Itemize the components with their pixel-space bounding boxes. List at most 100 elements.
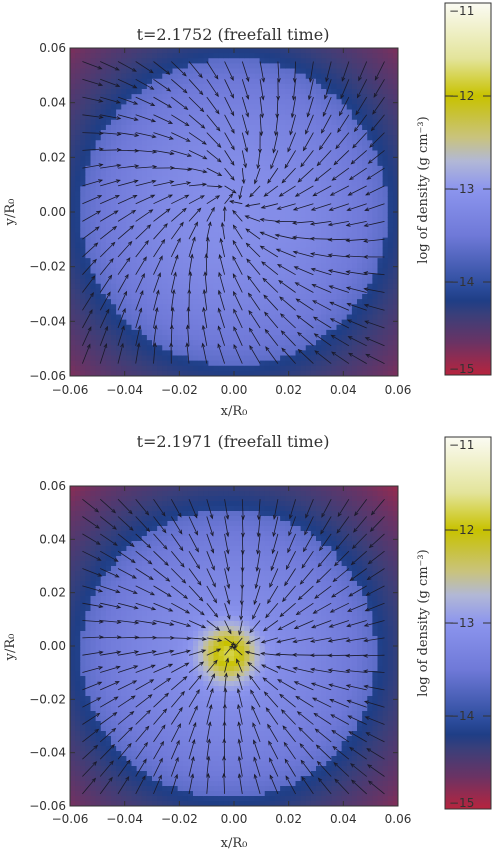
heatmap-cell bbox=[75, 776, 81, 782]
y-tick-label: 0.00 bbox=[39, 205, 66, 219]
heatmap-cell bbox=[372, 130, 378, 136]
heatmap-cell bbox=[131, 201, 138, 208]
heatmap-cell bbox=[362, 119, 368, 126]
heatmap-cell bbox=[336, 350, 343, 356]
heatmap-cell bbox=[218, 63, 225, 69]
heatmap-cell bbox=[100, 691, 107, 697]
velocity-arrow bbox=[327, 237, 349, 242]
heatmap-cell bbox=[182, 299, 189, 305]
heatmap-cell bbox=[351, 350, 358, 356]
heatmap-cell bbox=[331, 89, 337, 95]
heatmap-cell bbox=[85, 616, 91, 622]
heatmap-cell bbox=[187, 99, 194, 105]
heatmap-cell bbox=[70, 171, 76, 177]
heatmap-cell bbox=[136, 130, 143, 136]
heatmap-cell bbox=[126, 94, 132, 100]
heatmap-cell bbox=[90, 741, 97, 747]
velocity-arrow bbox=[295, 298, 314, 311]
heatmap-cell bbox=[121, 155, 127, 162]
heatmap-cell bbox=[264, 201, 271, 208]
heatmap-cell bbox=[157, 196, 163, 203]
heatmap-cell bbox=[126, 109, 132, 116]
heatmap-cell bbox=[75, 58, 81, 64]
heatmap-cell bbox=[316, 278, 322, 285]
heatmap-cell bbox=[321, 160, 327, 167]
heatmap-cell bbox=[259, 68, 266, 75]
heatmap-cell bbox=[218, 242, 225, 249]
heatmap-cell bbox=[157, 83, 163, 90]
heatmap-cell bbox=[228, 360, 235, 367]
heatmap-cell bbox=[100, 531, 107, 537]
heatmap-cell bbox=[167, 329, 173, 336]
heatmap-cell bbox=[310, 145, 317, 151]
heatmap-cell bbox=[280, 242, 286, 249]
heatmap-cell bbox=[182, 130, 189, 136]
velocity-arrow bbox=[82, 78, 104, 87]
heatmap-cell bbox=[203, 247, 209, 254]
heatmap-cell bbox=[367, 191, 373, 198]
heatmap-cell bbox=[285, 181, 291, 187]
heatmap-cell bbox=[95, 165, 102, 172]
heatmap-cell bbox=[208, 370, 214, 377]
heatmap-cell bbox=[321, 63, 327, 69]
heatmap-cell bbox=[331, 278, 337, 285]
heatmap-cell bbox=[367, 53, 373, 59]
heatmap-cell bbox=[321, 263, 327, 269]
heatmap-cell bbox=[254, 258, 261, 264]
heatmap-cell bbox=[362, 171, 368, 177]
heatmap-cell bbox=[239, 304, 245, 310]
heatmap-cell bbox=[208, 89, 214, 95]
heatmap-cell bbox=[326, 104, 332, 110]
heatmap-cell bbox=[372, 89, 378, 95]
heatmap-cell bbox=[70, 140, 76, 146]
heatmap-cell bbox=[187, 83, 194, 90]
heatmap-cell bbox=[213, 360, 220, 367]
heatmap-cell bbox=[341, 150, 348, 157]
heatmap-cell bbox=[80, 165, 86, 172]
heatmap-cell bbox=[80, 561, 86, 567]
heatmap-cell bbox=[85, 626, 91, 632]
heatmap-cell bbox=[105, 124, 112, 131]
heatmap-cell bbox=[218, 135, 225, 141]
heatmap-cell bbox=[285, 222, 291, 228]
heatmap-cell bbox=[254, 299, 261, 305]
heatmap-cell bbox=[105, 196, 112, 203]
heatmap-cell bbox=[152, 89, 158, 95]
heatmap-cell bbox=[213, 48, 220, 54]
heatmap-cell bbox=[187, 109, 194, 116]
heatmap-cell bbox=[321, 78, 327, 85]
heatmap-cell bbox=[182, 288, 189, 295]
heatmap-cell bbox=[177, 140, 184, 146]
heatmap-cell bbox=[182, 247, 189, 254]
heatmap-cell bbox=[121, 124, 127, 131]
heatmap-cell bbox=[90, 73, 97, 80]
heatmap-cell bbox=[187, 324, 194, 331]
heatmap-cell bbox=[198, 263, 204, 269]
heatmap-cell bbox=[346, 181, 353, 187]
heatmap-cell bbox=[105, 114, 112, 121]
heatmap-cell bbox=[254, 135, 261, 141]
heatmap-cell bbox=[331, 171, 337, 177]
heatmap-cell bbox=[111, 365, 117, 372]
heatmap-cell bbox=[382, 78, 389, 85]
heatmap-cell bbox=[172, 191, 179, 198]
colorbar-tick-label: −13 bbox=[449, 182, 474, 196]
heatmap-cell bbox=[346, 299, 353, 305]
heatmap-cell bbox=[95, 736, 102, 742]
heatmap-cell bbox=[75, 501, 81, 507]
heatmap-cell bbox=[75, 796, 81, 802]
heatmap-cell bbox=[116, 48, 122, 54]
velocity-arrow bbox=[259, 61, 266, 83]
heatmap-cell bbox=[177, 335, 184, 341]
heatmap-cell bbox=[141, 237, 148, 244]
heatmap-cell bbox=[198, 329, 204, 336]
heatmap-cell bbox=[80, 104, 86, 110]
heatmap-cell bbox=[372, 283, 378, 290]
heatmap-cell bbox=[80, 329, 86, 336]
heatmap-cell bbox=[75, 596, 81, 602]
heatmap-cell bbox=[95, 273, 102, 280]
heatmap-cell bbox=[167, 83, 173, 90]
heatmap-cell bbox=[310, 201, 317, 208]
heatmap-cell bbox=[228, 227, 235, 233]
heatmap-cell bbox=[367, 150, 373, 157]
